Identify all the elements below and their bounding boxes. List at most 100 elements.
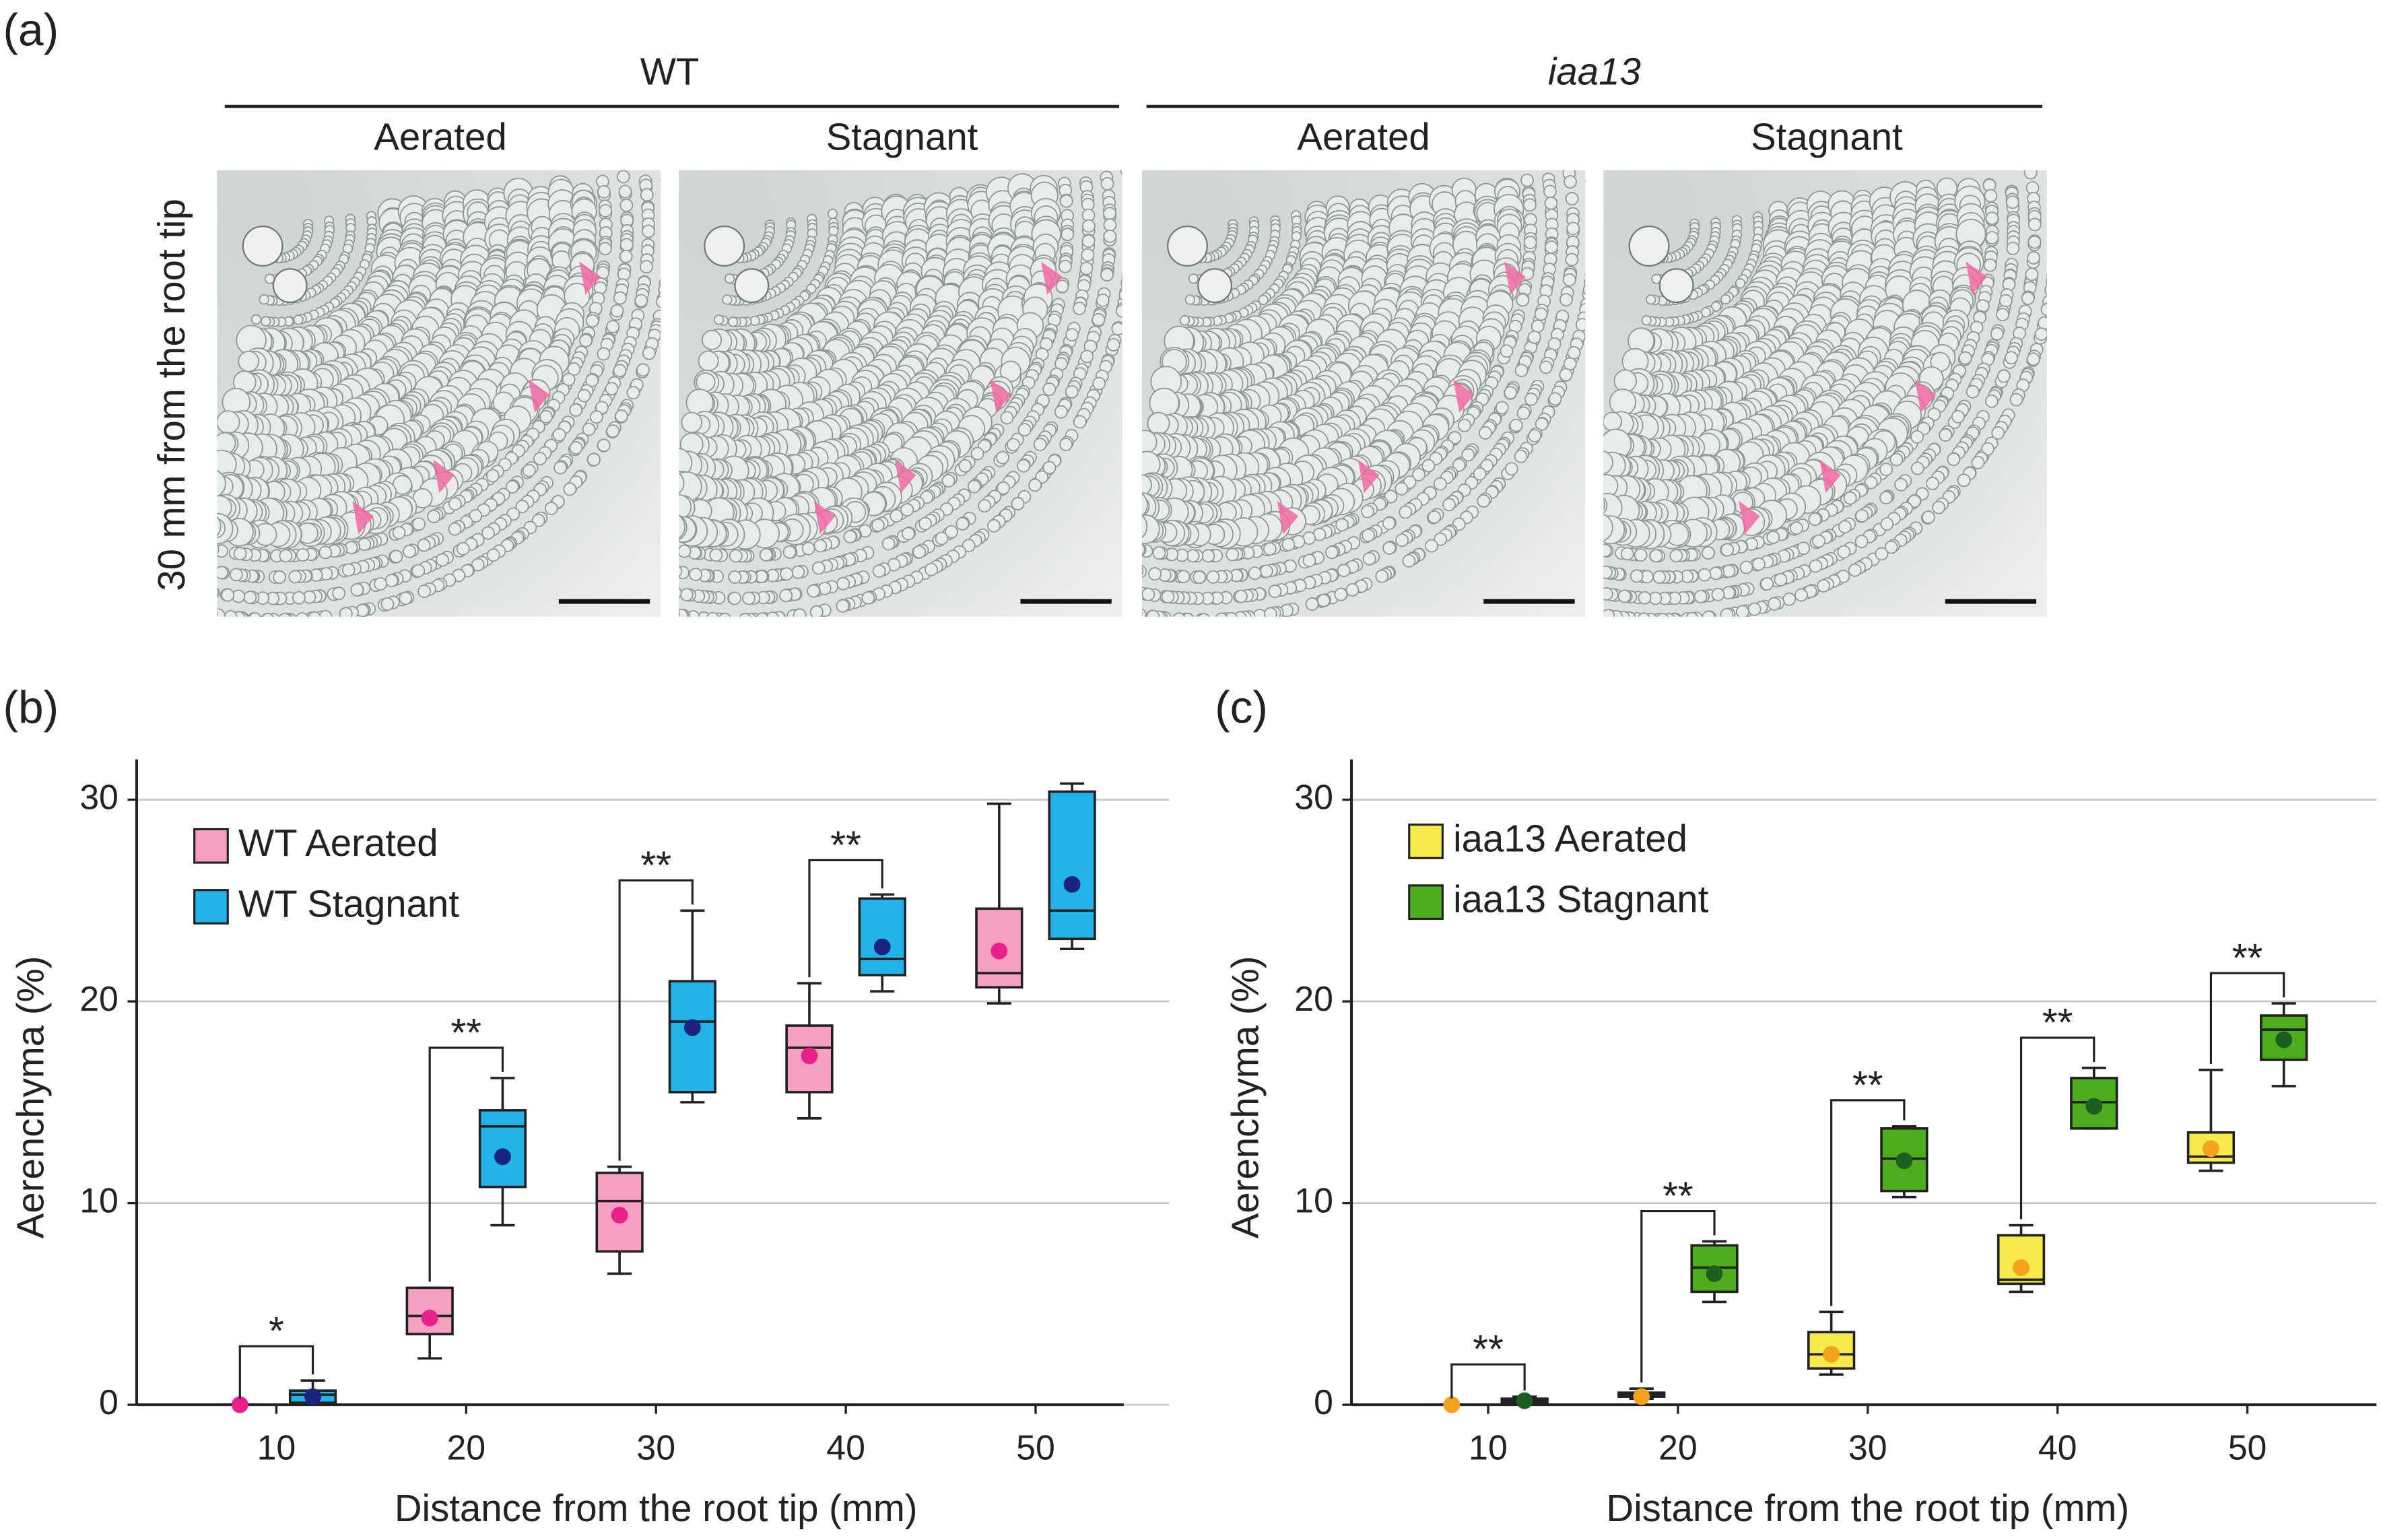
cell <box>1361 504 1374 518</box>
cell <box>663 244 675 257</box>
cell <box>912 545 927 559</box>
cell <box>217 566 229 580</box>
cell <box>597 185 611 199</box>
cell <box>1809 559 1823 573</box>
panel-label: (a) <box>3 5 59 56</box>
cell <box>1535 417 1549 431</box>
cell <box>722 294 733 305</box>
cell <box>589 410 603 424</box>
cell <box>1305 597 1319 611</box>
cell <box>962 539 976 553</box>
cell <box>664 543 676 555</box>
vessel <box>1628 226 1670 267</box>
cell <box>1428 510 1441 524</box>
cell <box>619 249 633 263</box>
cell <box>1879 491 1893 505</box>
cell <box>641 224 655 238</box>
cell <box>1879 463 1893 477</box>
cell <box>718 612 731 617</box>
cell <box>1613 369 1637 393</box>
arrowhead <box>579 261 601 295</box>
y-tick-label: 0 <box>99 1382 119 1421</box>
cell <box>296 612 309 617</box>
cell <box>1939 428 1953 442</box>
cell <box>2026 352 2040 366</box>
cell <box>1875 547 1889 561</box>
cell <box>1795 588 1808 602</box>
cell <box>358 537 372 551</box>
y-axis-label: Aerenchyma (%) <box>9 956 52 1239</box>
cell <box>871 518 885 532</box>
cell <box>1141 543 1145 556</box>
cell <box>1910 461 1924 475</box>
cell <box>1638 591 1652 605</box>
cell <box>918 516 933 531</box>
cell <box>729 549 743 563</box>
cell <box>997 481 1010 495</box>
arrowhead <box>1453 379 1475 413</box>
cell <box>661 182 673 195</box>
cell <box>663 245 675 257</box>
cell <box>1516 293 1530 307</box>
cell <box>1585 541 1597 554</box>
cell <box>1603 513 1613 541</box>
cell <box>1115 304 1122 318</box>
vessel <box>272 268 308 304</box>
cell <box>1011 497 1025 510</box>
cell <box>1760 577 1774 591</box>
cell <box>1539 360 1553 374</box>
cell <box>2040 302 2047 316</box>
cell <box>1259 564 1273 578</box>
tissue <box>659 170 1122 617</box>
cell <box>1120 584 1133 597</box>
cell <box>1384 490 1398 504</box>
arrowhead <box>433 459 455 494</box>
cell <box>224 610 238 617</box>
cell <box>1141 566 1144 576</box>
cell <box>264 273 275 284</box>
cell <box>955 516 970 531</box>
cell <box>1395 481 1409 496</box>
cell <box>2005 351 2018 365</box>
cell <box>1000 411 1014 425</box>
cell <box>2005 195 2019 209</box>
cell <box>1588 222 1601 234</box>
cell <box>1575 318 1586 332</box>
cell <box>2027 217 2042 232</box>
cell <box>679 608 688 617</box>
cell <box>663 236 675 248</box>
cell <box>1059 438 1073 451</box>
cell <box>978 499 992 513</box>
cell <box>221 588 235 602</box>
cell <box>634 294 648 308</box>
cell <box>1146 609 1160 617</box>
cell <box>659 541 671 554</box>
cell <box>1362 529 1375 542</box>
cell <box>1630 569 1644 583</box>
cell <box>663 227 675 239</box>
cell <box>412 517 426 531</box>
cell <box>1092 312 1106 327</box>
cell <box>1081 219 1096 233</box>
cell <box>250 314 262 325</box>
cell <box>198 585 210 597</box>
cell <box>389 549 403 564</box>
cell <box>577 389 591 403</box>
cell <box>696 372 716 393</box>
cell <box>1337 564 1351 578</box>
cell <box>1006 438 1020 452</box>
cell <box>1685 611 1699 617</box>
cell <box>1894 477 1908 492</box>
group-label: WT <box>640 51 700 93</box>
cell <box>1206 570 1220 584</box>
cell <box>1646 294 1656 305</box>
cell <box>1709 566 1723 580</box>
cell <box>1092 376 1106 391</box>
cell <box>1701 546 1715 560</box>
cell <box>1739 560 1753 574</box>
cell <box>1055 279 1069 294</box>
vessel <box>242 226 283 267</box>
cell <box>881 537 896 551</box>
arrowhead <box>1819 459 1841 494</box>
cell <box>481 526 495 540</box>
